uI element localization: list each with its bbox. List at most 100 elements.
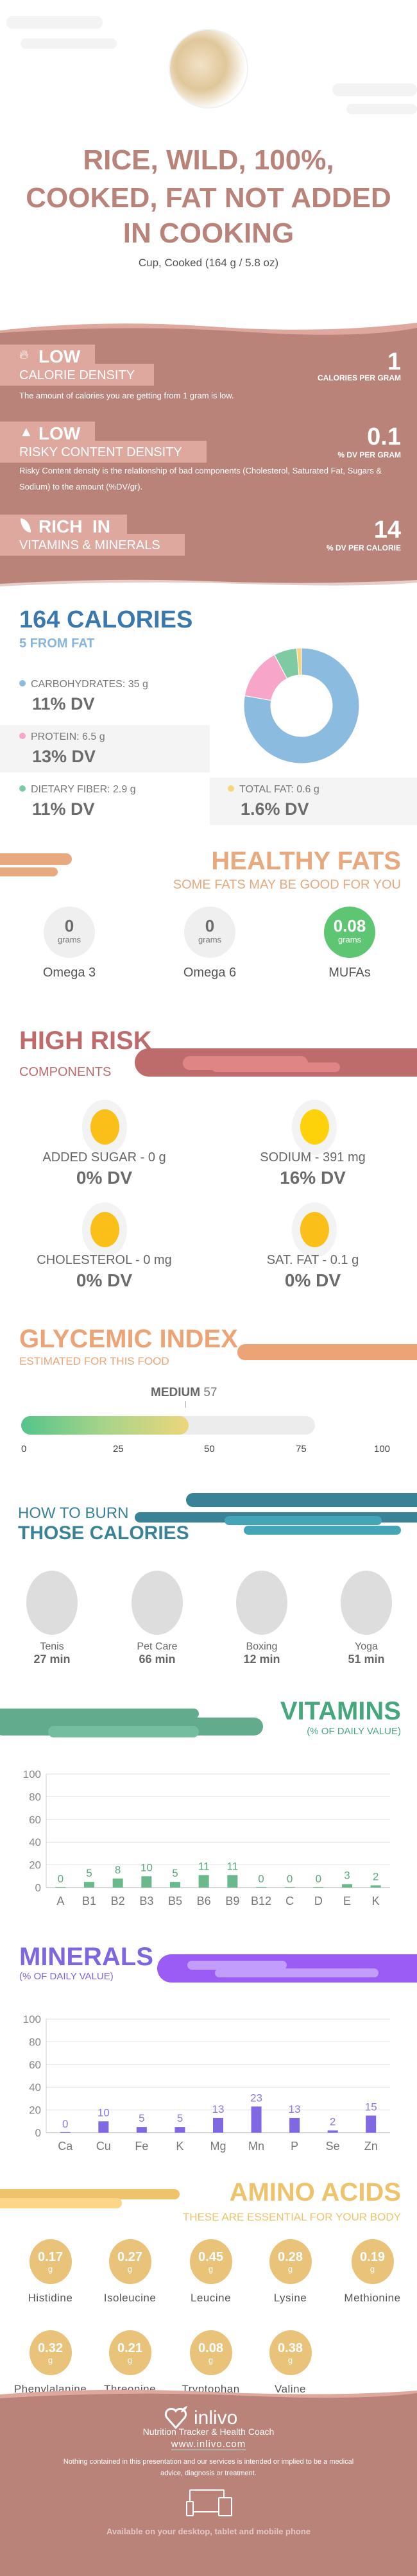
amino-value: 0.27 (117, 2250, 142, 2264)
amino-acid-item: 0.38 g Valine (250, 2330, 330, 2396)
bar-Zn (366, 2115, 377, 2133)
amino-title: AMINO ACIDS (229, 2178, 401, 2206)
grinning-face-icon (90, 1109, 119, 1145)
decor-stripe (0, 867, 58, 876)
activity-tennis: Tenis 27 min (4, 1571, 100, 1666)
macro-dv: 11% DV (32, 694, 95, 713)
food-title-line: RICE, WILD, 100%, (83, 144, 334, 176)
gi-tick: 75 (296, 1444, 307, 1454)
fact-label-tag (0, 534, 185, 556)
fiber-dot (19, 785, 26, 792)
cloud-decoration (332, 83, 417, 96)
key-facts-title: KEY FACTS (19, 289, 127, 310)
footer-url-link[interactable]: www.inlivo.com (0, 2439, 417, 2450)
footer (0, 2402, 417, 2576)
y-tick-label: 0 (35, 1882, 41, 1894)
amino-acid-item: 0.45 g Leucine (171, 2239, 251, 2305)
bar-value-label: 11 (198, 1861, 210, 1873)
amino-unit: g (47, 2355, 53, 2365)
amino-unit: g (127, 2264, 133, 2274)
amino-acid-item: 0.27 g Isoleucine (90, 2239, 170, 2305)
inlivo-heart-logo-icon (164, 2406, 187, 2430)
decor-stripe (48, 1726, 199, 1737)
fat-value: 0 (64, 916, 74, 935)
decor-stripe (237, 1344, 417, 1360)
fat-value: 0 (205, 916, 215, 935)
macro-dv: 1.6% DV (241, 799, 309, 819)
grinning-face-icon (300, 1212, 329, 1247)
y-tick-label: 0 (35, 2127, 41, 2139)
amino-acid-item: 0.28 g Lysine (250, 2239, 330, 2305)
risk-label: SAT. FAT - 0.1 g (266, 1253, 359, 1267)
amino-circle: 0.08 g (189, 2330, 232, 2375)
x-tick-label: B9 (225, 1895, 239, 1907)
minerals-title: MINERALS (19, 1943, 153, 1971)
donut-slice-carbohydrates (243, 647, 360, 764)
bar-B5 (170, 1882, 180, 1888)
macro-row-bg (0, 725, 210, 772)
amino-circle: 0.27 g (108, 2239, 151, 2284)
glycemic-subtitle: ESTIMATED FOR THIS FOOD (19, 1355, 169, 1367)
bar-value-label: 0 (258, 1873, 264, 1885)
fact-unit: % DV PER CALORIE (326, 543, 401, 552)
bar-Cu (98, 2121, 109, 2133)
cloud-decoration (21, 38, 117, 49)
x-tick-label: A (56, 1895, 64, 1907)
risk-dv: 0% DV (76, 1270, 133, 1290)
amino-value: 0.21 (117, 2341, 142, 2355)
macro-carbs: CARBOHYDRATES: 35 g (19, 679, 148, 690)
fat-unit: grams (337, 935, 362, 944)
risk-face-bg (292, 1202, 337, 1258)
donut-slice-total-fat (296, 647, 302, 676)
amino-circle: 0.17 g (29, 2239, 72, 2284)
dog-walker-icon (132, 1571, 183, 1635)
food-title-line: COOKED, FAT NOT ADDED (26, 182, 391, 214)
risk-face-bg (292, 1100, 337, 1155)
activity-name: Tenis (40, 1641, 64, 1652)
amino-circle: 0.38 g (269, 2330, 312, 2375)
healthy-fats-title: HEALTHY FATS (211, 847, 401, 875)
bar-E (342, 1884, 352, 1888)
boxer-icon (236, 1571, 287, 1635)
bar-value-label: 11 (227, 1861, 239, 1873)
x-tick-label: B1 (82, 1895, 96, 1907)
bar-value-label: 23 (250, 2092, 262, 2104)
footer-disclaimer: Nothing contained in this presentation a… (63, 2458, 354, 2477)
fact-label-tag (0, 441, 207, 463)
bar-K (174, 2127, 185, 2133)
fact-unit: CALORIES PER GRAM (317, 373, 401, 382)
risk-dv: 16% DV (280, 1168, 346, 1188)
food-title-line: IN COOKING (123, 218, 294, 249)
risk-label: SODIUM - 391 mg (260, 1150, 366, 1164)
risk-face-bg (82, 1100, 127, 1155)
x-tick-label: B3 (139, 1895, 153, 1907)
amino-circle: 0.21 g (108, 2330, 151, 2375)
y-tick-label: 40 (29, 1836, 41, 1848)
fact-description: The amount of calories you are getting f… (19, 391, 234, 400)
gi-tick: 50 (204, 1444, 215, 1454)
bar-value-label: 2 (330, 2115, 336, 2128)
amino-name: Histidine (28, 2292, 73, 2304)
amino-acid-item: 0.17 g Histidine (10, 2239, 90, 2305)
decor-stripe (0, 853, 72, 865)
activity-name: Boxing (246, 1641, 278, 1652)
risk-dv: 0% DV (284, 1270, 341, 1290)
macro-fat: TOTAL FAT: 0.6 g (228, 784, 319, 796)
bar-C (284, 1886, 295, 1888)
decor-stripe (225, 1516, 382, 1525)
fact-value: 0.1 (367, 423, 401, 450)
footer-url[interactable]: www.inlivo.com (171, 2439, 246, 2450)
macro-label: DIETARY FIBER: 2.9 g (31, 784, 136, 795)
fat-name: Omega 6 (183, 966, 237, 980)
bar-value-label: 0 (316, 1873, 321, 1885)
bar-B3 (141, 1876, 152, 1888)
macro-label: TOTAL FAT: 0.6 g (239, 784, 319, 795)
fat-circle-mufas: 0.08 grams (324, 907, 375, 958)
y-tick-label: 80 (29, 2036, 41, 2048)
brand-name: inlivo (194, 2407, 238, 2428)
bar-value-label: 8 (115, 1864, 121, 1876)
amino-value: 0.45 (198, 2250, 223, 2264)
activity-time: 51 min (348, 1653, 385, 1666)
high-risk-subtitle: COMPONENTS (19, 1065, 112, 1079)
carbs-dot (19, 680, 26, 687)
